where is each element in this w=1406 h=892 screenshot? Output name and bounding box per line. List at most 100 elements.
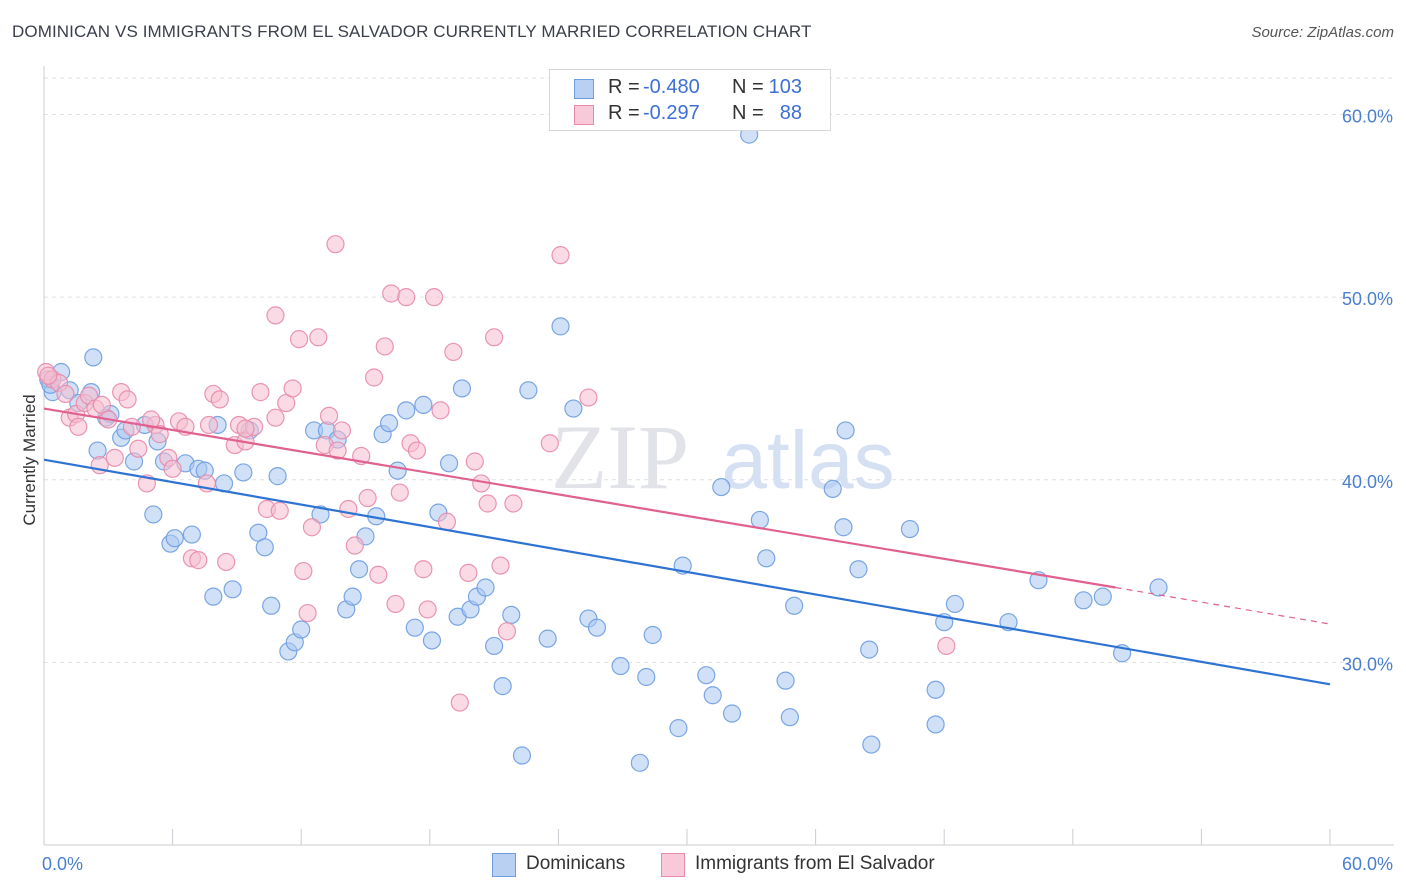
el-salvador-point [309, 328, 328, 347]
dominican-point [860, 640, 879, 659]
el-salvador-point [382, 284, 401, 303]
grid-lines [44, 77, 1394, 663]
x-tick-label: 0.0% [42, 854, 83, 874]
dominican-point [823, 479, 842, 498]
y-tick-label: 30.0% [1342, 654, 1393, 674]
dominican-point [519, 381, 538, 400]
dominican-point [262, 596, 281, 615]
dominican-point [165, 529, 184, 548]
dominican-point [712, 477, 731, 497]
dominican-point [836, 421, 855, 440]
el-salvador-point [465, 452, 484, 471]
y-tick-label: 60.0% [1342, 107, 1393, 127]
dominican-point [669, 719, 688, 738]
dominican-point [757, 549, 776, 568]
dominican-point [551, 317, 570, 336]
dominican-point [1074, 591, 1093, 610]
dominican-point [780, 708, 799, 727]
dominican-point [476, 578, 495, 597]
el-salvador-point [210, 390, 229, 409]
dominican-point [223, 580, 242, 599]
correlation-legend: R = -0.480 N = 103 R = -0.297 N = 88 [549, 69, 831, 131]
y-tick-label: 50.0% [1342, 289, 1393, 309]
dominican-point [182, 525, 201, 544]
el-salvador-point [56, 384, 75, 404]
el-salvador-point [251, 383, 270, 402]
legend-r-label: R = [608, 102, 640, 124]
el-salvador-point [491, 556, 510, 575]
el-salvador-point [424, 288, 444, 307]
dominican-point [1093, 587, 1112, 606]
el-salvador-point [266, 408, 285, 427]
dominican-point [785, 596, 804, 615]
x-tick-label: 60.0% [1342, 854, 1393, 874]
legend-r-label: R = [608, 76, 640, 98]
dominican-point [587, 618, 607, 637]
series-swatch-dominicans [492, 853, 516, 877]
el-salvador-point [118, 390, 137, 409]
el-salvador-point [217, 552, 236, 572]
el-salvador-point [504, 494, 523, 513]
legend-swatch-el-salvador [574, 105, 594, 125]
el-salvador-point [163, 459, 182, 478]
dominican-point [834, 518, 853, 537]
el-salvador-point [266, 306, 285, 325]
el-salvador-point [459, 563, 478, 582]
dominican-point [388, 461, 407, 480]
el-salvador-point [328, 441, 347, 460]
el-salvador-point [345, 536, 364, 555]
el-salvador-point [397, 288, 416, 307]
dominican-point [349, 560, 369, 579]
dominican-point [703, 686, 722, 705]
dominican-point [697, 666, 716, 685]
el-salvador-point [364, 368, 384, 387]
el-salvador-point [437, 512, 457, 531]
series-legend: Dominicans Immigrants from El Salvador [0, 852, 1406, 878]
dominican-point [722, 704, 742, 723]
watermark: ZIP atlas [551, 406, 895, 508]
dominican-point [900, 519, 920, 539]
y-tick-label: 40.0% [1342, 472, 1393, 492]
el-salvador-point [69, 417, 88, 436]
dominican-point [311, 505, 330, 524]
dominican-point [611, 656, 630, 676]
dominican-point [862, 735, 881, 754]
el-salvador-point [497, 622, 517, 641]
legend-n-label: N = [732, 76, 764, 98]
el-salvador-point [294, 561, 313, 581]
el-salvador-point [390, 483, 409, 502]
dominican-point [405, 618, 424, 637]
dominican-point [485, 636, 504, 656]
el-salvador-point [199, 415, 219, 435]
el-salvador-point [414, 560, 433, 579]
dominican-point [452, 379, 472, 398]
el-salvador-trend-extension [1115, 586, 1331, 625]
dominican-point [379, 414, 399, 433]
dominican-point [564, 399, 583, 418]
chart-title: DOMINICAN VS IMMIGRANTS FROM EL SALVADOR… [12, 22, 812, 41]
el-salvador-point [418, 600, 437, 619]
dominican-point [255, 538, 274, 557]
dominican-point [512, 746, 532, 765]
el-salvador-point [937, 636, 956, 656]
legend-n-value: 88 [779, 102, 802, 124]
dominican-point [268, 467, 287, 486]
el-salvador-point [369, 565, 388, 584]
dominican-point [643, 625, 662, 645]
dominican-point [204, 587, 223, 606]
series-label-dominicans: Dominicans [526, 853, 626, 874]
el-salvador-point [105, 448, 124, 467]
el-salvador-point [270, 501, 289, 520]
legend-n-value: 103 [768, 76, 802, 98]
dominican-point [849, 560, 868, 579]
dominican-point [926, 715, 945, 734]
legend-r-value: -0.297 [643, 102, 700, 124]
series-swatch-el-salvador [661, 853, 685, 877]
dominican-point [439, 454, 459, 473]
el-salvador-trend-line [43, 407, 1116, 589]
el-salvador-point [189, 551, 208, 570]
dominican-point [776, 671, 795, 690]
el-salvador-point [386, 594, 405, 614]
dominican-point [292, 620, 311, 639]
